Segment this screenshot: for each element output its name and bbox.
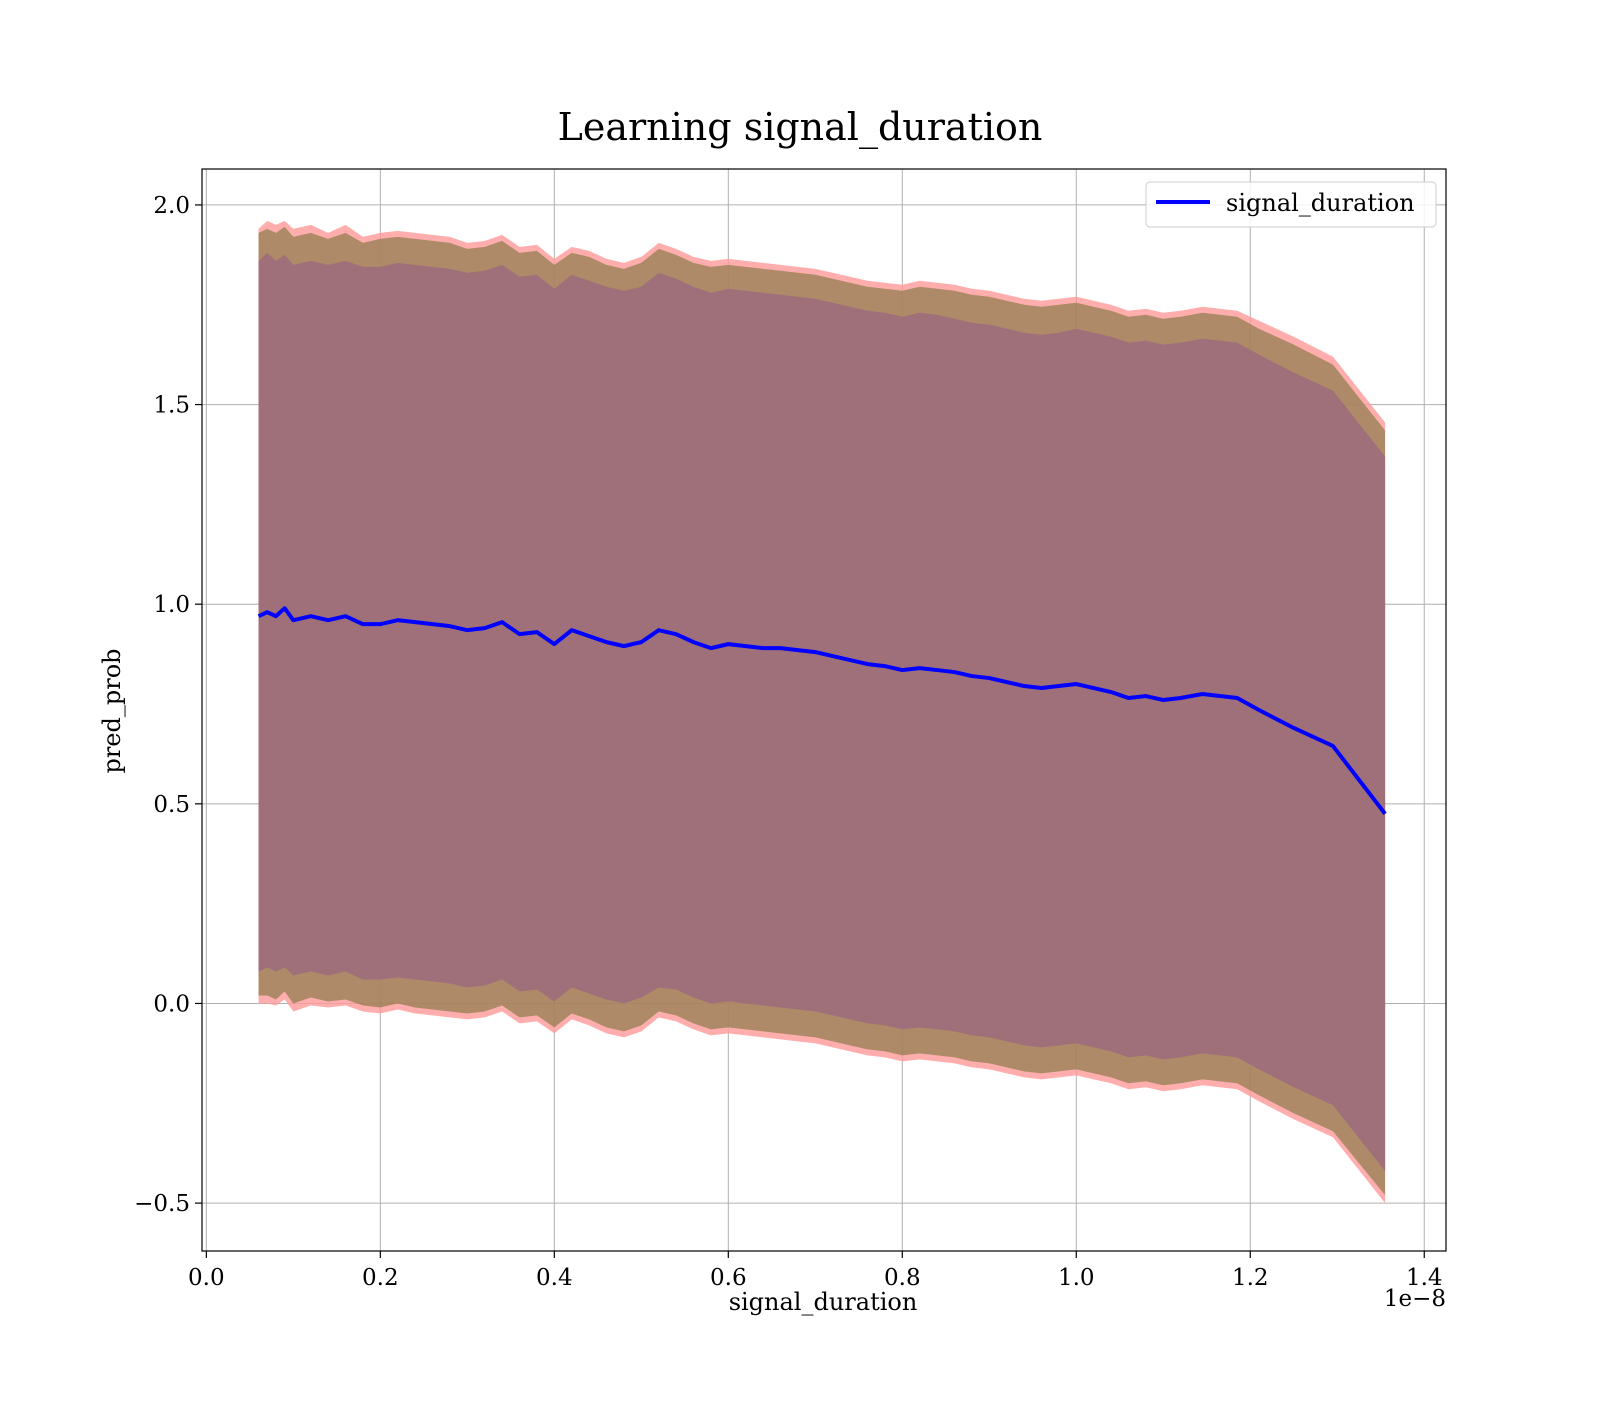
x-tick-label-7: 1.4 bbox=[1406, 1265, 1443, 1291]
x-tick-label-0: 0.0 bbox=[188, 1265, 225, 1291]
y-tick-label-0: −0.5 bbox=[134, 1191, 190, 1217]
x-axis-offset-label: 1e−8 bbox=[1384, 1286, 1446, 1312]
chart-title: Learning signal_duration bbox=[558, 105, 1043, 150]
x-tick-label-1: 0.2 bbox=[362, 1265, 399, 1291]
band-layer bbox=[258, 220, 1386, 1204]
mean-line-series bbox=[257, 606, 1387, 816]
y-tick-label-4: 1.5 bbox=[153, 393, 190, 419]
y-tick-label-5: 2.0 bbox=[153, 193, 190, 219]
legend-frame bbox=[1145, 181, 1437, 228]
x-tick-label-4: 0.8 bbox=[884, 1265, 921, 1291]
line-layer bbox=[257, 606, 1387, 816]
axis-layer: 0.0 0.2 0.4 0.6 0.8 1.0 1.2 1.4 −0.5 0.0 0.5 1.0 1.5… bbox=[134, 168, 1447, 1291]
y-axis-label: pred_prob bbox=[98, 648, 126, 773]
plot-frame bbox=[201, 168, 1447, 1252]
y-tick-label-2: 0.5 bbox=[153, 792, 190, 818]
y-tick-label-1: 0.0 bbox=[153, 991, 190, 1017]
legend: signal_duration bbox=[1145, 181, 1437, 228]
y-tick-label-3: 1.0 bbox=[153, 592, 190, 618]
x-tick-label-5: 1.0 bbox=[1058, 1265, 1095, 1291]
x-axis-label: signal_duration bbox=[729, 1288, 918, 1316]
x-tick-label-2: 0.4 bbox=[536, 1265, 573, 1291]
x-tick-label-6: 1.2 bbox=[1232, 1265, 1269, 1291]
core-confidence-band bbox=[258, 252, 1386, 1172]
legend-label: signal_duration bbox=[1226, 189, 1415, 217]
x-tick-label-3: 0.6 bbox=[710, 1265, 747, 1291]
